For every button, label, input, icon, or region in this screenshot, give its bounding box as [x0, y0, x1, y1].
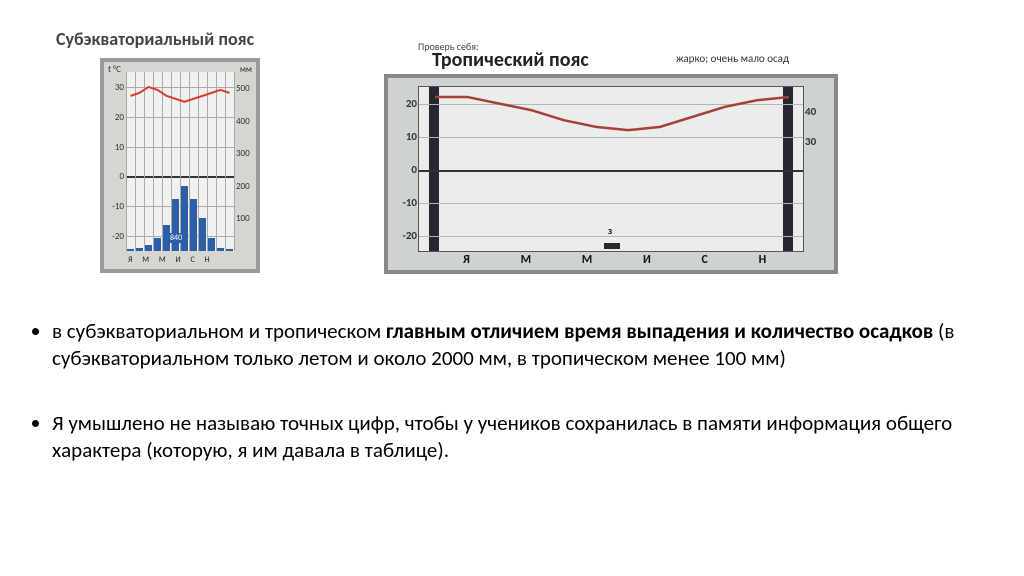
bullet-1-pre: в субэкваториальном и тропическом	[52, 318, 386, 344]
temp-axis-label: t °C	[108, 64, 121, 75]
left-temp-tick: 0	[106, 171, 124, 182]
right-temp-tick: -10	[391, 196, 417, 209]
right-chart-title: Тропический пояс	[432, 48, 589, 72]
right-climatogram: 20100-10-204030зЯ М М И С Н	[384, 74, 838, 274]
right-precip-tick: 40	[805, 105, 829, 118]
left-plot-area: 3020100-10-20500400300200100840Я М М И С…	[126, 72, 234, 251]
precip-axis-label: мм	[240, 64, 252, 75]
left-precip-tick: 200	[236, 181, 256, 192]
bullet-1-bold: главным отличием время выпадения и колич…	[386, 318, 933, 344]
left-temp-tick: -10	[106, 201, 124, 212]
left-temp-tick: 20	[106, 112, 124, 123]
bullet-2: Я умышлено не называю точных цифр, чтобы…	[52, 410, 984, 464]
left-x-ticks: Я М М И С Н	[128, 255, 214, 265]
left-precip-tick: 100	[236, 213, 256, 224]
right-temp-tick: 20	[391, 97, 417, 110]
left-climatogram: t °C мм 3020100-10-20500400300200100840Я…	[100, 58, 260, 273]
left-precip-tick: 400	[236, 116, 256, 127]
left-temp-tick: -20	[106, 231, 124, 242]
left-temp-tick: 30	[106, 82, 124, 93]
left-temp-tick: 10	[106, 142, 124, 153]
right-temp-tick: -20	[391, 229, 417, 242]
right-plot-area: 20100-10-204030зЯ М М И С Н	[418, 86, 804, 252]
left-precip-tick: 300	[236, 148, 256, 159]
left-precip-tick: 500	[236, 83, 256, 94]
right-side-note: жарко; очень мало осад	[676, 52, 789, 65]
right-temp-tick: 0	[391, 163, 417, 176]
left-chart-title: Субэкваториальный пояс	[56, 28, 254, 50]
right-precip-tick: 30	[805, 135, 829, 148]
right-temp-tick: 10	[391, 130, 417, 143]
bullet-list: в субэкваториальном и тропическом главны…	[28, 318, 984, 502]
right-x-ticks: Я М М И С Н	[463, 253, 790, 267]
bullet-1: в субэкваториальном и тропическом главны…	[52, 318, 984, 372]
